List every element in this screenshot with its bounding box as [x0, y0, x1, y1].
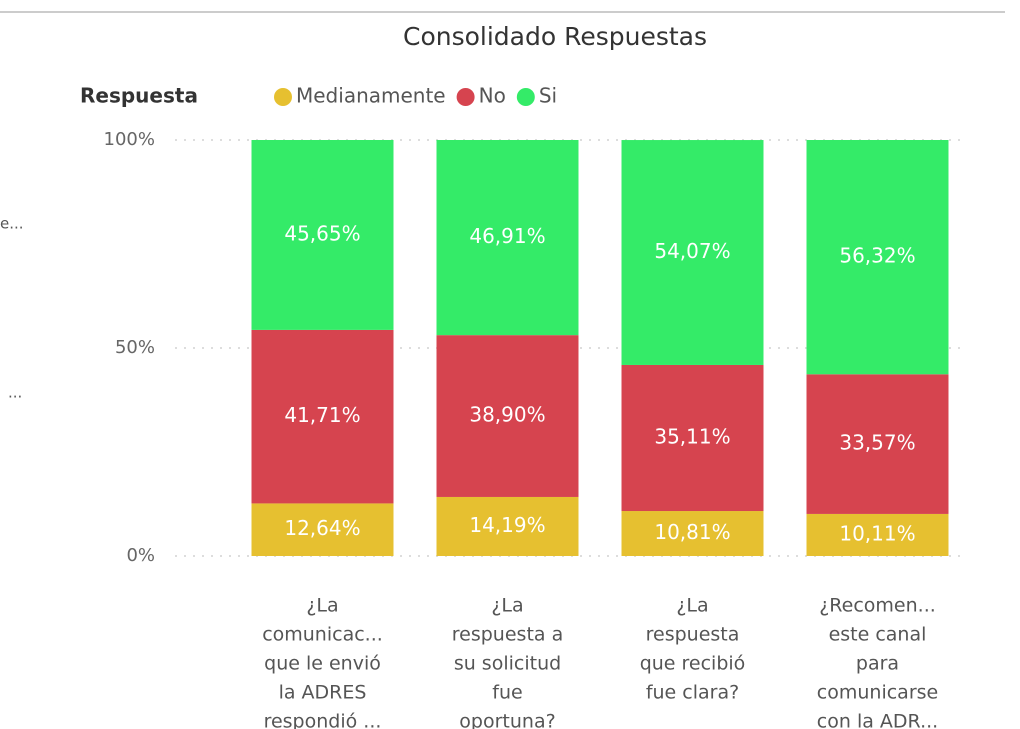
x-tick-label: fue: [492, 682, 522, 704]
data-label: 12,64%: [284, 516, 360, 540]
bar-segment: [251, 503, 394, 556]
bar-segment: [251, 329, 394, 504]
data-label: 35,11%: [654, 425, 730, 449]
data-label: 56,32%: [839, 244, 915, 268]
legend-label: Si: [539, 84, 557, 108]
data-label: 10,81%: [654, 520, 730, 544]
bar-segment: [251, 140, 394, 330]
data-label: 46,91%: [469, 224, 545, 248]
bar-segment: [806, 513, 949, 556]
data-label: 10,11%: [839, 521, 915, 545]
bar-segment: [621, 511, 764, 556]
legend-swatch: [456, 88, 475, 106]
y-tick-label: 0%: [126, 545, 155, 566]
chart-title: Consolidado Respuestas: [403, 22, 707, 51]
x-tick-label: fue clara?: [646, 682, 739, 704]
data-label: 45,65%: [284, 221, 360, 245]
data-label: 38,90%: [469, 403, 545, 427]
x-tick-label: ¿La: [306, 595, 338, 617]
bar-segment: [436, 496, 579, 556]
x-tick-label: para: [856, 653, 899, 675]
y-tick-label: 50%: [115, 337, 155, 358]
x-tick-label: su solicitud: [454, 653, 561, 675]
legend-label: No: [479, 84, 506, 108]
axis-fragment: e...: [0, 215, 24, 233]
x-tick-label: este canal: [829, 624, 927, 646]
data-label: 54,07%: [654, 239, 730, 263]
x-tick-label: ¿Recomen...: [819, 595, 936, 617]
bar-segment: [621, 364, 764, 512]
legend-swatch: [274, 88, 292, 106]
x-tick-label: la ADRES: [279, 682, 367, 704]
x-tick-label: comunicarse: [817, 682, 938, 704]
bar-segment: [436, 140, 579, 336]
x-tick-label: respuesta a: [452, 624, 563, 646]
x-tick-label: respuesta: [646, 624, 740, 646]
legend-title: Respuesta: [80, 84, 198, 108]
bar-segment: [806, 374, 949, 514]
legend-swatch: [516, 88, 535, 106]
axis-fragment: ...: [8, 384, 22, 402]
legend-label: Medianamente: [296, 84, 446, 108]
data-label: 33,57%: [839, 431, 915, 455]
x-tick-label: respondió ...: [264, 711, 382, 729]
x-tick-label: que le envió: [264, 653, 381, 675]
x-tick-label: ¿La: [676, 595, 708, 617]
data-label: 41,71%: [284, 403, 360, 427]
bar-segment: [621, 140, 764, 365]
x-tick-label: oportuna?: [459, 711, 555, 729]
x-tick-label: con la ADR...: [817, 711, 938, 729]
bar-segment: [806, 140, 949, 375]
x-tick-label: comunicac...: [262, 624, 383, 646]
bar-segment: [436, 335, 579, 497]
y-tick-label: 100%: [104, 129, 155, 150]
data-label: 14,19%: [469, 513, 545, 537]
x-tick-label: que recibió: [640, 653, 746, 675]
x-tick-label: ¿La: [491, 595, 523, 617]
